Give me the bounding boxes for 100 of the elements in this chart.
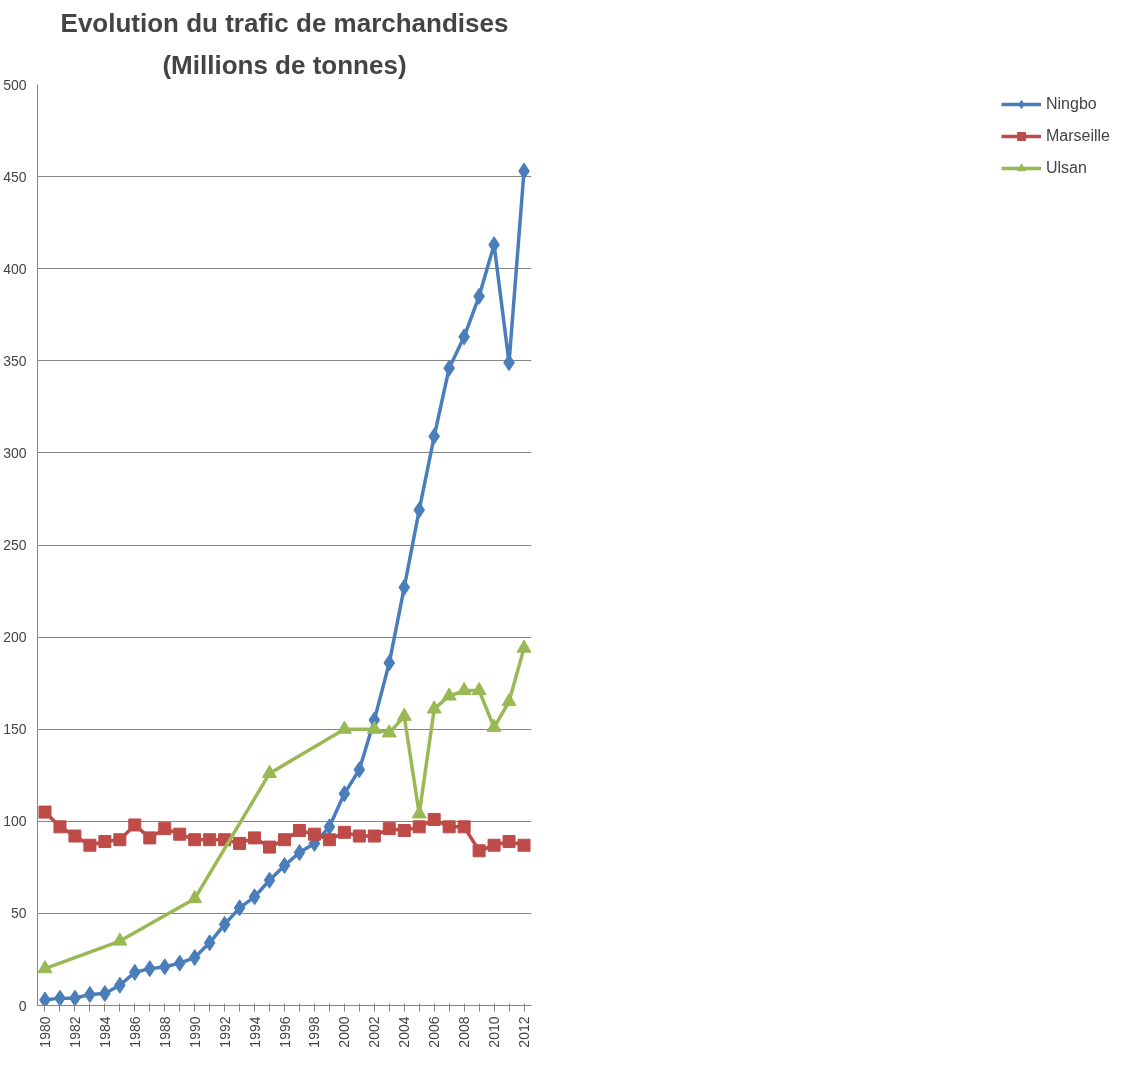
x-tick-label: 2008 bbox=[456, 1016, 473, 1048]
point bbox=[381, 724, 397, 738]
point bbox=[397, 824, 411, 838]
point bbox=[233, 899, 246, 917]
y-tick-label: 150 bbox=[3, 721, 27, 738]
point bbox=[218, 915, 231, 933]
point bbox=[367, 829, 381, 843]
y-tick-label: 100 bbox=[3, 813, 27, 830]
point bbox=[442, 820, 456, 834]
chart-subtitle: (Millions de tonnes) bbox=[162, 49, 407, 80]
x-tick-label: 2000 bbox=[336, 1016, 353, 1048]
x-tick-label: 2010 bbox=[486, 1016, 503, 1048]
x-tick-label: 1986 bbox=[126, 1016, 143, 1048]
legend-label: Marseille bbox=[1045, 127, 1110, 145]
point bbox=[293, 844, 306, 862]
chart-title: Evolution du trafic de marchandises bbox=[60, 7, 509, 38]
point bbox=[69, 989, 81, 1006]
point bbox=[428, 427, 441, 445]
point bbox=[383, 654, 396, 672]
point bbox=[412, 820, 426, 834]
point bbox=[471, 681, 487, 696]
point bbox=[323, 818, 336, 836]
point bbox=[143, 831, 157, 845]
point bbox=[472, 844, 486, 858]
x-tick-label: 2004 bbox=[396, 1016, 413, 1048]
x-tick-label: 1992 bbox=[216, 1016, 233, 1048]
point bbox=[487, 838, 501, 852]
point bbox=[68, 829, 82, 843]
legend-label: Ningbo bbox=[1045, 95, 1097, 113]
point bbox=[456, 681, 472, 696]
point bbox=[322, 833, 336, 847]
y-tick-label: 500 bbox=[3, 76, 27, 93]
point bbox=[158, 822, 172, 836]
point bbox=[98, 835, 112, 849]
x-tick-label: 2002 bbox=[366, 1016, 383, 1048]
x-tick-label: 1998 bbox=[306, 1016, 323, 1048]
point bbox=[441, 687, 457, 701]
point bbox=[307, 827, 321, 841]
point bbox=[353, 761, 366, 779]
point bbox=[173, 827, 187, 841]
y-tick-label: 50 bbox=[10, 905, 27, 922]
point bbox=[278, 857, 291, 875]
point bbox=[203, 934, 216, 952]
legend-label: Ulsan bbox=[1045, 159, 1087, 177]
y-tick-label: 350 bbox=[3, 352, 27, 369]
point bbox=[173, 954, 186, 972]
point bbox=[233, 836, 247, 850]
point bbox=[336, 720, 352, 734]
point bbox=[352, 829, 366, 843]
point bbox=[188, 949, 201, 967]
y-tick-label: 450 bbox=[3, 168, 27, 185]
point bbox=[37, 960, 53, 974]
point bbox=[426, 700, 442, 714]
y-tick-label: 250 bbox=[3, 537, 27, 553]
x-tick-label: 1996 bbox=[276, 1016, 293, 1048]
point bbox=[396, 707, 412, 721]
point bbox=[278, 833, 291, 847]
point bbox=[54, 989, 66, 1006]
x-tick-label: 1984 bbox=[96, 1016, 113, 1048]
point bbox=[427, 812, 441, 826]
point bbox=[248, 888, 261, 906]
point bbox=[292, 824, 306, 838]
y-tick-label: 300 bbox=[3, 444, 27, 461]
point bbox=[38, 805, 52, 819]
point bbox=[263, 840, 277, 854]
point bbox=[263, 871, 276, 889]
x-tick-label: 1982 bbox=[66, 1016, 83, 1048]
x-tick-label: 1980 bbox=[36, 1016, 53, 1048]
point bbox=[516, 639, 532, 653]
point bbox=[113, 833, 127, 847]
point bbox=[502, 835, 516, 849]
point bbox=[53, 820, 67, 834]
point bbox=[128, 818, 142, 832]
x-tick-label: 2012 bbox=[516, 1016, 533, 1048]
point bbox=[128, 963, 141, 981]
y-tick-label: 400 bbox=[3, 260, 27, 277]
point bbox=[398, 578, 411, 596]
point bbox=[158, 958, 171, 976]
point bbox=[382, 822, 396, 836]
point bbox=[457, 820, 471, 834]
point bbox=[83, 838, 97, 852]
point bbox=[143, 960, 156, 978]
point bbox=[39, 991, 51, 1006]
point bbox=[413, 501, 426, 519]
point bbox=[203, 833, 217, 847]
point bbox=[338, 785, 351, 803]
y-tick-label: 200 bbox=[3, 629, 27, 646]
point bbox=[366, 720, 382, 734]
point bbox=[188, 833, 202, 847]
point bbox=[112, 932, 128, 946]
point bbox=[517, 838, 531, 852]
x-tick-label: 1994 bbox=[246, 1016, 263, 1048]
point bbox=[337, 825, 351, 839]
point bbox=[187, 890, 203, 904]
point bbox=[501, 692, 517, 707]
x-tick-label: 2006 bbox=[426, 1016, 443, 1048]
x-tick-label: 1988 bbox=[156, 1016, 173, 1048]
y-tick-label: 0 bbox=[18, 997, 27, 1014]
point bbox=[248, 831, 262, 845]
x-tick-label: 1990 bbox=[186, 1016, 203, 1048]
